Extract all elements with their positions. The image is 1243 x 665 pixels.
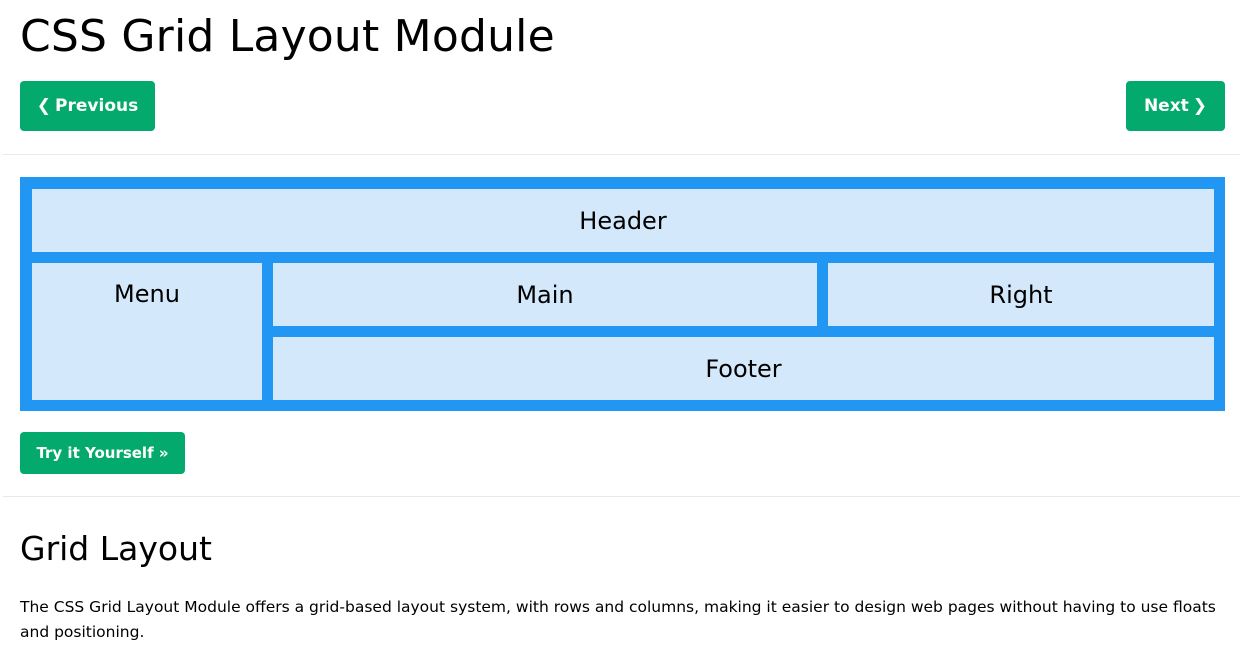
section-paragraph: The CSS Grid Layout Module offers a grid…	[20, 598, 1216, 641]
next-button[interactable]: Next ❯	[1126, 81, 1225, 131]
grid-layout-demo: Header Menu Main Right Footer	[20, 177, 1225, 411]
chevron-left-icon: ❮	[36, 95, 52, 116]
grid-item-menu: Menu	[32, 263, 262, 400]
grid-item-footer: Footer	[273, 337, 1214, 400]
page-title: CSS Grid Layout Module	[20, 11, 555, 62]
try-it-yourself-button[interactable]: Try it Yourself »	[20, 432, 185, 474]
divider	[3, 154, 1240, 155]
next-button-label: Next	[1143, 96, 1189, 116]
previous-button[interactable]: ❮ Previous	[20, 81, 155, 131]
divider	[3, 496, 1240, 497]
chevron-right-icon: ❯	[1192, 95, 1208, 116]
grid-item-right: Right	[828, 263, 1214, 326]
grid-item-main: Main	[273, 263, 817, 326]
section-title: Grid Layout	[20, 529, 212, 568]
previous-button-label: Previous	[55, 96, 139, 116]
grid-item-header: Header	[32, 189, 1214, 252]
